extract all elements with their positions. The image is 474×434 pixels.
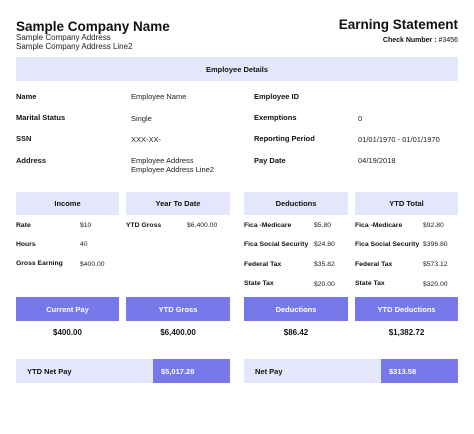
- check-number: Check Number : #3456: [383, 37, 458, 44]
- deductions-header: Deductions: [244, 192, 348, 215]
- company-name: Sample Company Name: [16, 19, 170, 34]
- ytd-header: Year To Date: [126, 192, 230, 215]
- income-gross-value: $400.00: [80, 261, 105, 268]
- ytd-gross-box: YTD Gross: [126, 297, 230, 321]
- ytd-total-state-label: State Tax: [355, 280, 385, 287]
- ytd-gross-value: $6,400.00: [160, 328, 196, 337]
- employee-id-label: Employee ID: [254, 92, 300, 101]
- ytd-deductions-value: $1,382.72: [388, 328, 425, 337]
- net-pay-bar: Net Pay $313.58: [244, 359, 458, 383]
- check-number-value: #3456: [438, 37, 458, 44]
- address-value-line2: Employee Address Line2: [131, 165, 214, 174]
- address-value-line1: Employee Address: [131, 156, 194, 165]
- ytd-total-medicare-label: Fica -Medicare: [355, 222, 403, 229]
- reporting-period-label: Reporting Period: [254, 134, 315, 143]
- company-address-line2: Sample Company Address Line2: [16, 42, 133, 51]
- net-pay-label: Net Pay: [255, 366, 283, 376]
- statement-title: Earning Statement: [338, 17, 458, 32]
- deductions-value: $86.42: [283, 328, 309, 337]
- ytd-total-header: YTD Total: [355, 192, 458, 215]
- income-hours-label: Hours: [16, 241, 36, 248]
- ytd-net-pay-label: YTD Net Pay: [27, 366, 72, 376]
- deduction-federal-label: Federal Tax: [244, 261, 282, 268]
- income-header: Income: [16, 192, 119, 215]
- employee-details-header: Employee Details: [16, 57, 458, 81]
- ytd-gross-row-label: YTD Gross: [126, 222, 162, 229]
- marital-status-label: Marital Status: [16, 113, 66, 122]
- ytd-net-pay-bar: YTD Net Pay $5,017.28: [16, 359, 230, 383]
- pay-date-label: Pay Date: [254, 156, 286, 165]
- ytd-total-federal-value: $573.12: [423, 261, 448, 268]
- income-rate-label: Rate: [16, 222, 31, 229]
- name-label: Name: [16, 92, 37, 101]
- income-rate-value: $10: [80, 222, 92, 229]
- ytd-gross-row-value: $6,400.00: [187, 222, 218, 229]
- company-address-line1: Sample Company Address: [16, 33, 111, 42]
- pay-date-value: 04/19/2018: [358, 156, 396, 165]
- current-pay-box: Current Pay: [16, 297, 119, 321]
- deduction-federal-value: $35.82: [314, 261, 335, 268]
- ytd-total-social-security-value: $396.80: [423, 241, 448, 248]
- deductions-box: Deductions: [244, 297, 348, 321]
- deduction-state-value: $20.00: [314, 281, 335, 288]
- check-number-label: Check Number :: [382, 37, 437, 44]
- deduction-medicare-label: Fica -Medicare: [244, 222, 292, 229]
- income-hours-value: 40: [80, 241, 88, 248]
- marital-status-value: Single: [131, 114, 152, 123]
- ytd-total-medicare-value: $92.80: [423, 222, 444, 229]
- deduction-social-security-value: $24.80: [314, 241, 335, 248]
- ssn-value: XXX-XX-: [131, 135, 162, 144]
- income-gross-label: Gross Earning: [16, 260, 63, 267]
- name-value: Employee Name: [131, 92, 187, 101]
- deduction-state-label: State Tax: [244, 280, 274, 287]
- reporting-period-value: 01/01/1970 - 01/01/1970: [358, 135, 440, 144]
- deduction-social-security-label: Fica Social Security: [244, 241, 309, 248]
- exemptions-label: Exemptions: [254, 113, 297, 122]
- ytd-total-state-value: $320.00: [423, 281, 448, 288]
- net-pay-value: $313.58: [381, 359, 458, 383]
- ytd-net-pay-value: $5,017.28: [153, 359, 230, 383]
- exemptions-value: 0: [358, 114, 363, 123]
- address-label: Address: [16, 156, 47, 165]
- ytd-total-federal-label: Federal Tax: [355, 261, 393, 268]
- current-pay-value: $400.00: [53, 328, 82, 337]
- ssn-label: SSN: [16, 134, 32, 143]
- deduction-medicare-value: $5.80: [314, 222, 332, 229]
- ytd-deductions-box: YTD Deductions: [355, 297, 458, 321]
- ytd-total-social-security-label: Fica Social Security: [355, 241, 420, 248]
